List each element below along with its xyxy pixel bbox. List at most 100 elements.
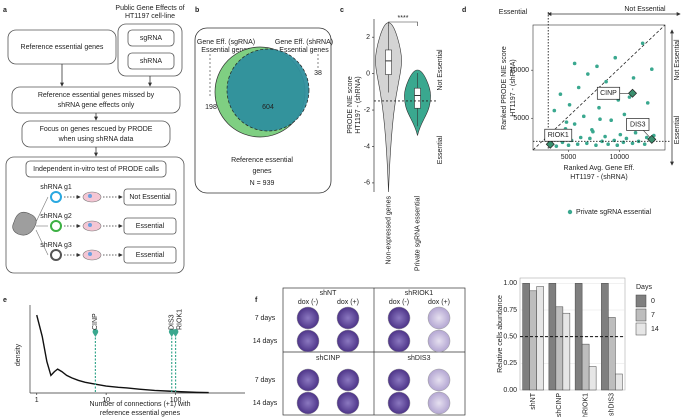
bar: [562, 312, 571, 391]
dox-label: dox (+): [428, 299, 450, 306]
point: [627, 95, 632, 99]
annotation-label: RIOK1: [176, 309, 183, 330]
panel-letter: e: [3, 297, 7, 304]
side-label: Not Essential: [674, 39, 681, 81]
label: 198: [205, 104, 217, 111]
point: [564, 120, 569, 124]
well: [296, 329, 320, 353]
point: [576, 85, 581, 90]
label: shRNA g1: [40, 184, 72, 191]
point: [640, 41, 645, 46]
label-box: [626, 118, 650, 131]
dox-label: dox (-): [298, 299, 318, 306]
bar: [529, 290, 537, 391]
point: [604, 79, 608, 84]
label: Gene Eff. (sgRNA): [197, 39, 255, 46]
plasmid: [50, 220, 62, 232]
point: [650, 67, 654, 72]
box: [414, 87, 421, 109]
y-tick-label: 0.50: [503, 334, 517, 341]
label: Public Gene Effects of: [115, 5, 184, 12]
label: Essential: [136, 252, 165, 259]
box: [5, 156, 185, 274]
side-label: Not Essential: [437, 49, 444, 91]
point: [554, 144, 559, 148]
y-tick-label: -4: [364, 143, 370, 150]
point: [572, 61, 577, 66]
x-tick-label: shCINP: [556, 393, 563, 417]
top-label: Not Essential: [624, 6, 666, 13]
bar: [615, 373, 623, 391]
label: shRNA g3: [40, 242, 72, 249]
panel-letter: a: [3, 7, 7, 14]
point: [590, 128, 594, 132]
label: HT1197 cell-line: [125, 13, 175, 20]
annotation-pin: [92, 328, 99, 337]
point: [586, 72, 590, 76]
group-label: shRIOK1: [405, 290, 434, 297]
significance: ****: [398, 15, 409, 22]
point: [645, 101, 650, 105]
x-tick-label: shNT: [530, 392, 537, 409]
label: shRNA gene effects only: [58, 102, 135, 109]
point: [594, 143, 598, 147]
venn-shrna: [226, 48, 310, 132]
highlight-label: DIS3: [630, 121, 646, 128]
point: [598, 117, 602, 122]
highlight-label: CINP: [600, 90, 617, 97]
label: Independent in-vitro test of PRODE calls: [33, 166, 159, 173]
day-label: 7 days: [255, 315, 276, 322]
y-tick-label: 0: [366, 70, 370, 77]
y-tick-label: -2: [364, 107, 370, 114]
group-label: shNT: [320, 290, 337, 297]
box: [25, 160, 167, 178]
label: Essential genes: [279, 47, 329, 54]
annotation-label: DIS3: [169, 314, 176, 330]
well: [296, 391, 320, 415]
legend-label: Private sgRNA essential: [576, 209, 652, 216]
bar: [555, 306, 564, 391]
day-label: 14 days: [253, 338, 278, 345]
well: [427, 306, 451, 330]
point: [585, 141, 589, 146]
y-tick-label: -6: [364, 180, 370, 187]
side-label: Essential: [437, 135, 444, 164]
label: Not Essential: [129, 194, 171, 201]
bar: [581, 343, 590, 391]
point: [613, 55, 618, 60]
bracket: [388, 21, 418, 26]
point: [609, 118, 613, 122]
x-tick-label: 100: [170, 397, 182, 404]
y-axis-label: density: [15, 343, 22, 366]
well: [336, 368, 360, 392]
label: 38: [314, 70, 322, 77]
bar: [588, 366, 597, 391]
cells: [88, 223, 92, 227]
point: [581, 114, 586, 119]
point: [631, 76, 636, 80]
label-box: [596, 86, 621, 100]
highlight-label: RIOK1: [548, 132, 569, 139]
flask: [82, 220, 102, 232]
annotation-pin: [172, 328, 179, 337]
x-tick-label: shDIS3: [609, 393, 616, 416]
legend-swatch: [635, 322, 647, 336]
y-tick-label: 10000: [510, 67, 530, 74]
y-axis-label: HT1197 - (shRNA): [510, 59, 517, 116]
y-tick-label: 5000: [513, 115, 529, 122]
flask: [82, 191, 102, 203]
point: [572, 122, 577, 126]
side-label: Essential: [674, 115, 681, 144]
highlight-point: [647, 134, 657, 144]
box: [385, 49, 392, 75]
box: [123, 188, 177, 206]
point: [578, 135, 583, 140]
label: N = 939: [250, 180, 275, 187]
box: [127, 52, 175, 70]
plasmid: [50, 191, 62, 203]
legend-swatch: [635, 308, 647, 322]
well: [336, 329, 360, 353]
dox-label: dox (+): [337, 299, 359, 306]
label: Reference essential genes: [21, 44, 104, 51]
